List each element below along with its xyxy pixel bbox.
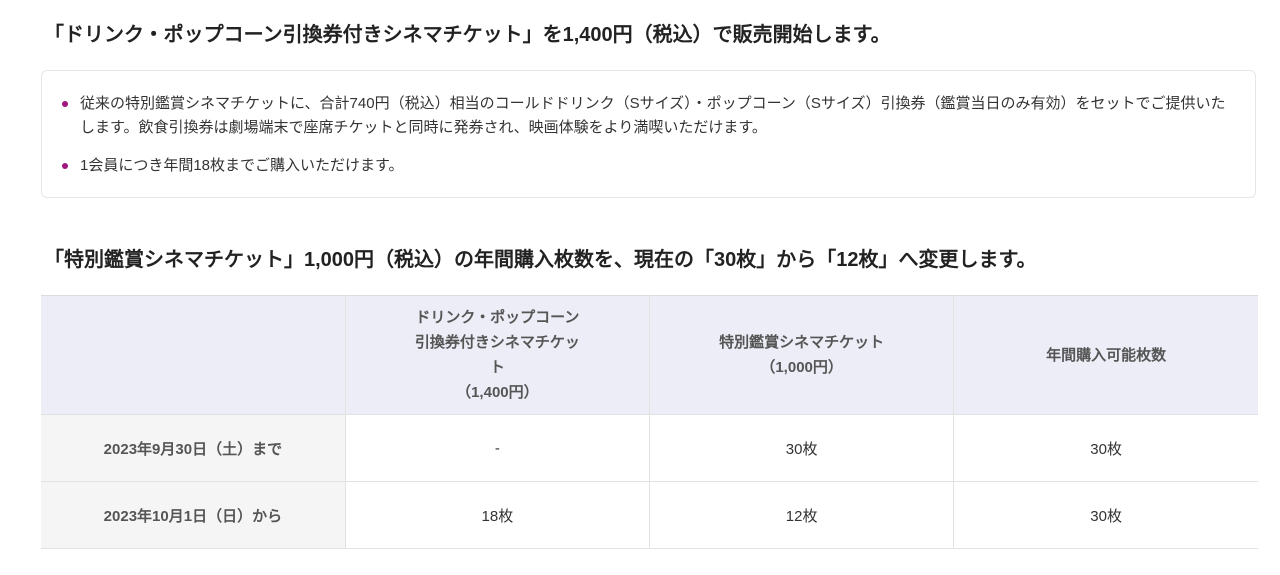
section-title-drink-popcorn-ticket: 「ドリンク・ポップコーン引換券付きシネマチケット」を1,400円（税込）で販売開… (44, 24, 891, 46)
info-box: 従来の特別鑑賞シネマチケットに、合計740円（税込）相当のコールドドリンク（Sサ… (41, 70, 1256, 198)
row-label: 2023年10月1日（日）から (41, 481, 346, 549)
header-special-ticket: 特別鑑賞シネマチケット （1,000円） (648, 295, 955, 415)
header-annual-limit: 年間購入可能枚数 (953, 295, 1258, 415)
bullet-icon (62, 101, 68, 107)
table-row: 2023年10月1日（日）から 18枚 12枚 30枚 (41, 481, 1258, 549)
table-header-row: ドリンク・ポップコーン引換券付きシネマチケット （1,400円） 特別鑑賞シネマチ… (41, 295, 1258, 415)
bullet-list: 従来の特別鑑賞シネマチケットに、合計740円（税込）相当のコールドドリンク（Sサ… (62, 92, 1232, 192)
table-cell: 18枚 (344, 481, 651, 549)
list-item-text: 従来の特別鑑賞シネマチケットに、合計740円（税込）相当のコールドドリンク（Sサ… (80, 95, 1226, 136)
list-item-text: 1会員につき年間18枚までご購入いただけます。 (80, 157, 404, 174)
table-cell: 12枚 (648, 481, 955, 549)
table-cell: 30枚 (953, 481, 1258, 549)
purchase-limit-table: ドリンク・ポップコーン引換券付きシネマチケット （1,400円） 特別鑑賞シネマチ… (41, 295, 1258, 549)
header-price: （1,000円） (760, 359, 843, 376)
header-empty (41, 295, 346, 415)
table-row: 2023年9月30日（土）まで - 30枚 30枚 (41, 414, 1258, 482)
section-title-purchase-limit: 「特別鑑賞シネマチケット」1,000円（税込）の年間購入枚数を、現在の「30枚」… (44, 249, 1037, 271)
header-drink-ticket: ドリンク・ポップコーン引換券付きシネマチケット （1,400円） (344, 295, 651, 415)
list-item: 1会員につき年間18枚までご購入いただけます。 (62, 154, 1232, 178)
row-label: 2023年9月30日（土）まで (41, 414, 346, 482)
table-cell: 30枚 (648, 414, 955, 482)
table-cell: 30枚 (953, 414, 1258, 482)
bullet-icon (62, 163, 68, 169)
header-label: ドリンク・ポップコーン引換券付きシネマチケット (414, 309, 580, 376)
header-label: 特別鑑賞シネマチケット (719, 334, 885, 351)
list-item: 従来の特別鑑賞シネマチケットに、合計740円（税込）相当のコールドドリンク（Sサ… (62, 92, 1232, 140)
header-price: （1,400円） (456, 384, 539, 401)
table-cell: - (344, 414, 651, 482)
